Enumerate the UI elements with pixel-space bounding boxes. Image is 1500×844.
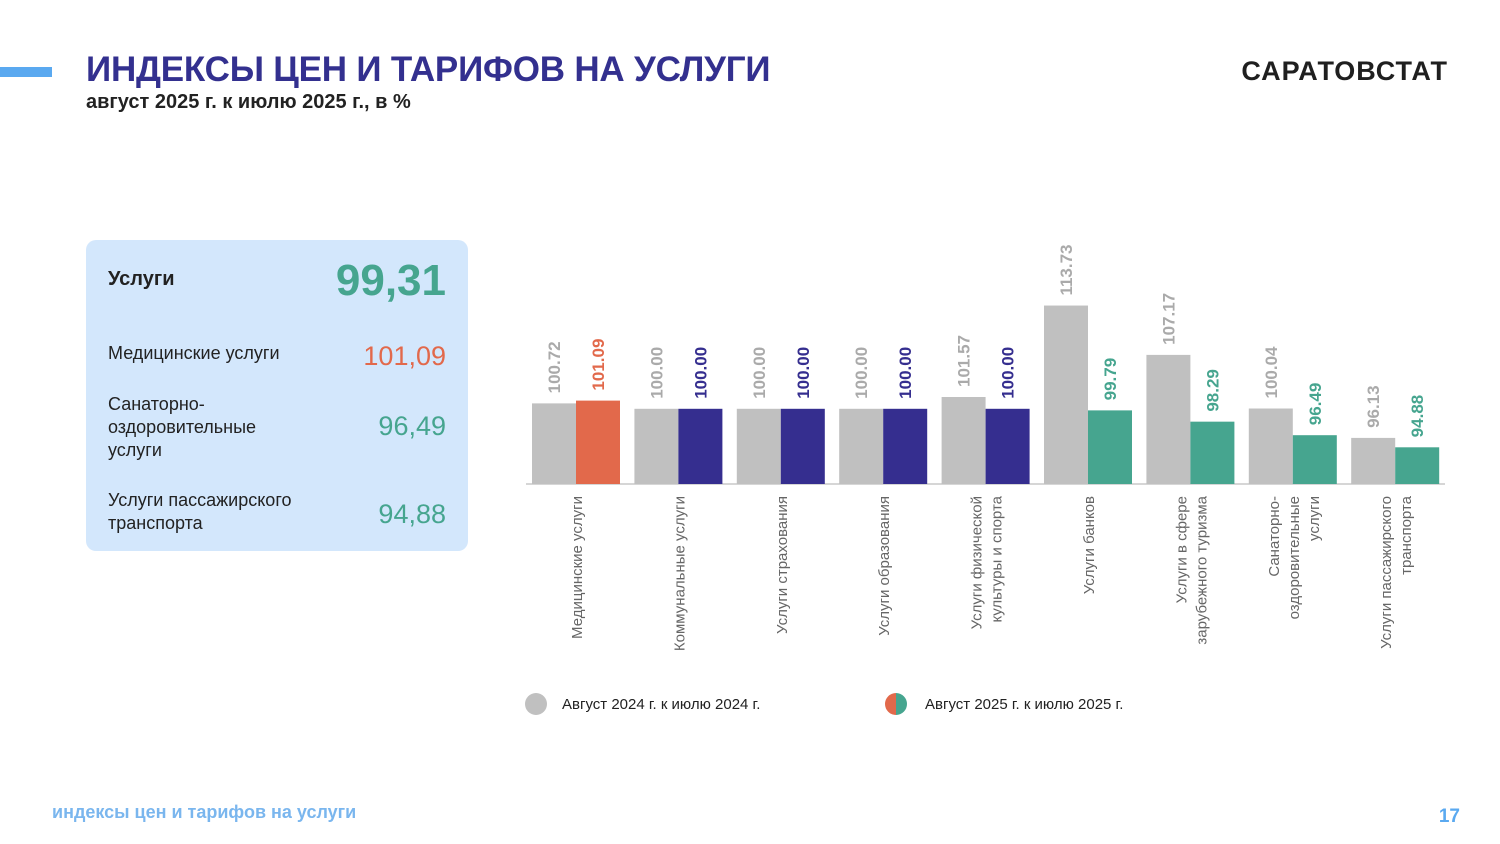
bar-2025 xyxy=(1395,447,1440,484)
bar-2024 xyxy=(532,403,576,484)
data-label-2025: 96.49 xyxy=(1306,383,1325,426)
bar-2025 xyxy=(678,408,723,484)
category-label: Санаторно- xyxy=(1266,496,1283,577)
data-label-2024: 100.00 xyxy=(852,347,871,399)
data-label-2025: 99.79 xyxy=(1101,358,1120,401)
data-label-2024: 113.73 xyxy=(1057,244,1076,295)
bar-2024 xyxy=(1044,305,1088,484)
data-label-2024: 96.13 xyxy=(1364,385,1383,428)
summary-item-label: Услуги пассажирского транспорта xyxy=(108,490,292,533)
summary-main-value: 99,31 xyxy=(335,256,446,305)
bar-2024 xyxy=(839,408,884,484)
data-label-2025: 100.00 xyxy=(691,347,710,399)
category-label: услуги xyxy=(1306,496,1323,541)
data-label-2025: 94.88 xyxy=(1408,395,1427,438)
data-label-2024: 100.72 xyxy=(545,341,564,393)
legend-marker-2025 xyxy=(885,693,896,715)
summary-item-value: 94,88 xyxy=(378,499,446,529)
category-label: транспорта xyxy=(1398,495,1415,575)
category-label: Услуги страхования xyxy=(774,496,791,634)
data-label-2025: 100.00 xyxy=(896,347,915,399)
accent-bar xyxy=(0,67,52,77)
summary-panel: Услуги 99,31 Медицинские услуги 101,09 С… xyxy=(86,240,468,551)
footer-caption: индексы цен и тарифов на услуги xyxy=(52,802,357,822)
data-label-2025: 101.09 xyxy=(589,339,608,391)
summary-item-label: Санаторно- оздоровительные услуги xyxy=(108,394,257,460)
category-label: культуры и спорта xyxy=(989,495,1006,622)
bar-2024 xyxy=(736,408,781,484)
bar-2024 xyxy=(1351,437,1396,484)
category-label: Услуги пассажирского xyxy=(1378,496,1395,649)
category-label: Услуги в сфере xyxy=(1173,496,1190,603)
category-label: Коммунальные услуги xyxy=(671,496,688,651)
bar-2025 xyxy=(576,400,620,484)
bar-2025 xyxy=(1088,410,1132,484)
bar-2025 xyxy=(883,408,928,484)
bar-2024 xyxy=(1248,408,1293,484)
bar-2025 xyxy=(1190,421,1235,484)
legend-label-2024: Август 2024 г. к июлю 2024 г. xyxy=(562,696,760,713)
summary-item-value: 96,49 xyxy=(378,411,446,441)
bar-2025 xyxy=(1292,435,1337,484)
data-label-2024: 101.57 xyxy=(955,335,974,387)
bar-2025 xyxy=(985,408,1030,484)
summary-item-value: 101,09 xyxy=(363,341,446,371)
page-subtitle: август 2025 г. к июлю 2025 г., в % xyxy=(86,91,411,113)
brand-logo-text: САРАТОВСТАТ xyxy=(1241,56,1448,86)
legend-marker-2025 xyxy=(896,693,907,715)
category-label: Услуги физической xyxy=(969,496,986,629)
data-label-2025: 100.00 xyxy=(794,347,813,399)
bar-2024 xyxy=(941,396,986,484)
data-label-2024: 100.00 xyxy=(647,347,666,399)
data-label-2025: 100.00 xyxy=(999,347,1018,399)
data-label-2024: 100.04 xyxy=(1262,346,1281,399)
summary-main-label: Услуги xyxy=(108,268,175,290)
data-label-2024: 100.00 xyxy=(750,347,769,399)
legend-label-2025: Август 2025 г. к июлю 2025 г. xyxy=(925,696,1123,713)
bar-2024 xyxy=(1146,354,1191,484)
summary-item-label: Медицинские услуги xyxy=(108,343,280,363)
legend-marker-2024 xyxy=(525,693,547,715)
category-label: Медицинские услуги xyxy=(569,496,586,639)
data-label-2025: 98.29 xyxy=(1203,369,1222,412)
category-label: оздоровительные xyxy=(1286,496,1303,619)
page-number: 17 xyxy=(1438,806,1460,827)
category-label: зарубежного туризма xyxy=(1193,495,1210,644)
category-label: Услуги банков xyxy=(1081,496,1098,594)
bar-2024 xyxy=(634,408,679,484)
data-label-2024: 107.17 xyxy=(1159,293,1178,345)
bar-2025 xyxy=(780,408,825,484)
category-label: Услуги образования xyxy=(876,496,893,636)
page-title: ИНДЕКСЫ ЦЕН И ТАРИФОВ НА УСЛУГИ xyxy=(86,50,771,89)
